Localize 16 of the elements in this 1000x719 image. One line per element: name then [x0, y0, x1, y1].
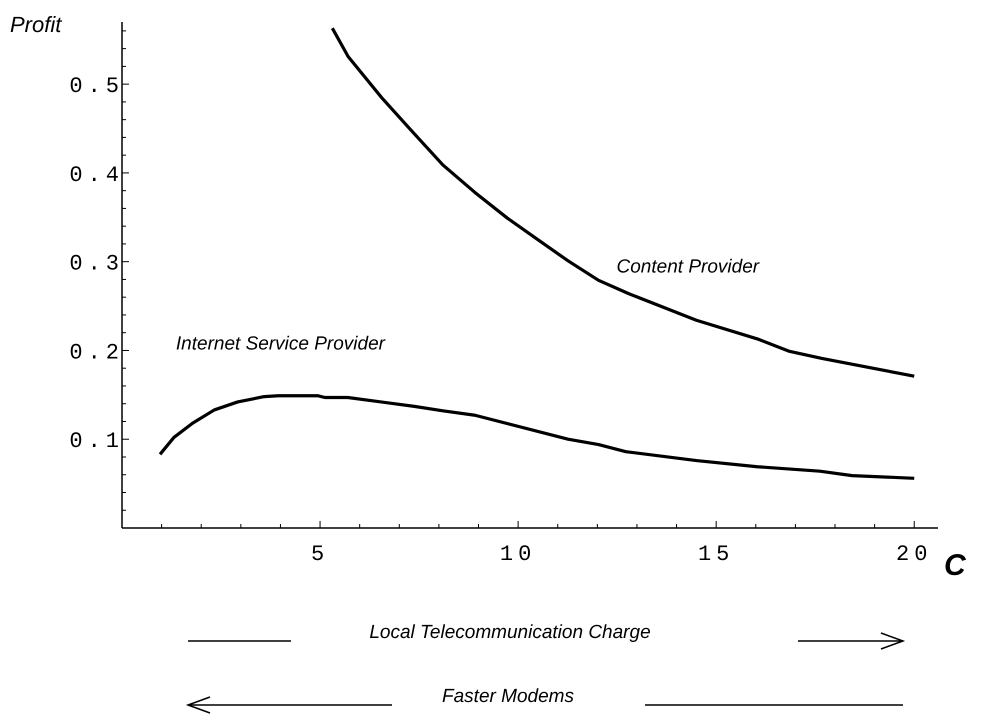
text: Faster Modems [442, 686, 574, 707]
y-axis-title: Profit [10, 12, 62, 38]
y-tick-label: 0.5 [69, 74, 124, 100]
series-label: Content Provider [616, 256, 760, 278]
y-tick-label: 0.1 [69, 429, 124, 454]
text: Local Telecommunication Charge [369, 622, 651, 643]
y-tick-label: 0.3 [69, 252, 124, 277]
line-series [158, 394, 916, 480]
y-tick-label: 0.4 [69, 162, 124, 188]
x-tick-label: 20 [896, 542, 932, 567]
x-tick-label: 10 [500, 542, 536, 567]
text: Internet Service Provider [176, 333, 386, 354]
x-axis-title: C [944, 549, 966, 583]
x-tick-label: 5 [310, 542, 330, 567]
y-tick-label: 0.2 [69, 340, 124, 366]
x-tick-label: 15 [698, 542, 734, 567]
